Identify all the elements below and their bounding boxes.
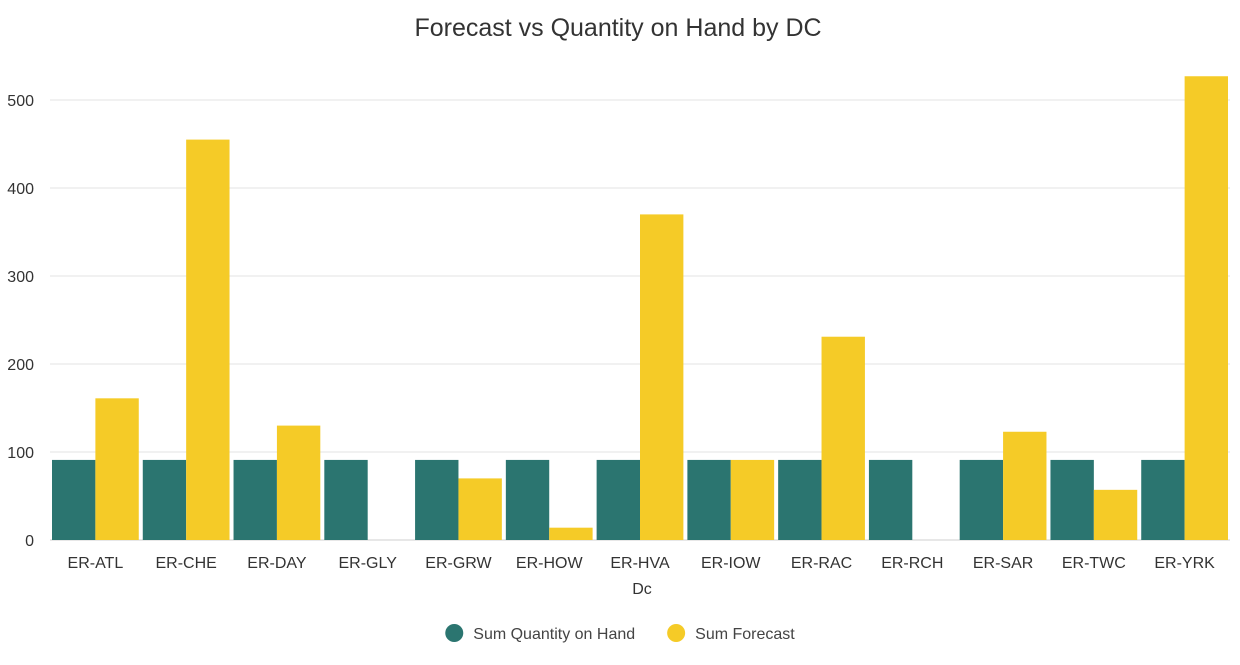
bar-group-er-grw (415, 459, 502, 540)
bar-forecast-er-yrk[interactable] (1184, 76, 1228, 541)
bar-quantity-on-hand-er-how[interactable] (505, 459, 550, 540)
x-tick-label: ER-GRW (425, 555, 492, 572)
x-tick-label: ER-HOW (516, 555, 584, 572)
bar-forecast-er-hva[interactable] (640, 214, 684, 540)
legend-label: Sum Forecast (695, 626, 795, 643)
y-tick-label: 100 (7, 445, 34, 462)
bar-group-er-rac (778, 336, 865, 540)
x-tick-label: ER-RCH (881, 555, 943, 572)
y-tick-label: 0 (25, 533, 34, 550)
x-tick-label: ER-GLY (338, 555, 397, 572)
x-tick-label: ER-CHE (155, 555, 216, 572)
bars (52, 76, 1228, 541)
bar-group-er-how (505, 459, 593, 540)
x-tick-label: ER-HVA (610, 555, 670, 572)
y-tick-label: 200 (7, 357, 34, 374)
bar-group-er-che (142, 139, 230, 540)
y-tick-label: 400 (7, 181, 34, 198)
bar-quantity-on-hand-er-grw[interactable] (415, 459, 459, 540)
bar-quantity-on-hand-er-che[interactable] (142, 459, 187, 540)
bar-forecast-er-iow[interactable] (730, 459, 775, 540)
bar-forecast-er-sar[interactable] (1003, 431, 1047, 540)
x-axis-ticks: ER-ATL ER-CHE ER-DAY ER-GLY ER-GRW ER-HOW ER-H… (68, 555, 1216, 572)
y-tick-label: 500 (7, 93, 34, 110)
bar-quantity-on-hand-er-rac[interactable] (778, 459, 822, 540)
x-tick-label: ER-YRK (1154, 555, 1215, 572)
legend-label: Sum Quantity on Hand (473, 626, 635, 643)
bar-forecast-er-atl[interactable] (95, 398, 139, 540)
bar-forecast-er-che[interactable] (186, 139, 230, 540)
bar-group-er-sar (959, 431, 1047, 540)
bar-group-er-twc (1050, 459, 1138, 540)
bar-group-er-gly (324, 459, 368, 540)
bar-quantity-on-hand-er-hva[interactable] (596, 459, 640, 540)
bar-quantity-on-hand-er-yrk[interactable] (1141, 459, 1185, 540)
legend[interactable]: Sum Quantity on Hand Sum Forecast (445, 624, 795, 643)
bar-quantity-on-hand-er-day[interactable] (233, 459, 277, 540)
x-tick-label: ER-ATL (68, 555, 124, 572)
bar-group-er-iow (687, 459, 775, 540)
bar-forecast-er-rac[interactable] (821, 336, 865, 540)
legend-item-forecast[interactable]: Sum Forecast (667, 624, 795, 643)
x-tick-label: ER-DAY (247, 555, 307, 572)
y-axis-ticks: 0 100 200 300 400 500 (7, 93, 34, 550)
bar-forecast-er-twc[interactable] (1093, 489, 1138, 540)
bar-quantity-on-hand-er-rch[interactable] (868, 459, 913, 540)
bar-group-er-day (233, 425, 321, 540)
bar-quantity-on-hand-er-twc[interactable] (1050, 459, 1094, 540)
y-tick-label: 300 (7, 269, 34, 286)
x-tick-label: ER-IOW (701, 555, 761, 572)
bar-quantity-on-hand-er-gly[interactable] (324, 459, 368, 540)
x-tick-label: ER-RAC (791, 555, 852, 572)
legend-swatch (445, 624, 464, 642)
bar-group-er-yrk (1141, 76, 1228, 541)
legend-swatch (667, 624, 686, 642)
legend-item-quantity-on-hand[interactable]: Sum Quantity on Hand (445, 624, 635, 643)
x-tick-label: ER-TWC (1062, 555, 1126, 572)
bar-forecast-er-grw[interactable] (458, 478, 502, 540)
x-axis-label: Dc (632, 581, 652, 598)
bar-group-er-rch (868, 459, 913, 540)
x-tick-label: ER-SAR (973, 555, 1033, 572)
bar-group-er-hva (596, 214, 684, 540)
bar-forecast-er-how[interactable] (549, 527, 593, 540)
bar-quantity-on-hand-er-sar[interactable] (959, 459, 1004, 540)
bar-forecast-er-day[interactable] (276, 425, 321, 540)
bar-quantity-on-hand-er-atl[interactable] (52, 459, 96, 540)
bar-quantity-on-hand-er-iow[interactable] (687, 459, 731, 540)
chart-title: Forecast vs Quantity on Hand by DC (414, 14, 821, 42)
bar-group-er-atl (52, 398, 139, 540)
